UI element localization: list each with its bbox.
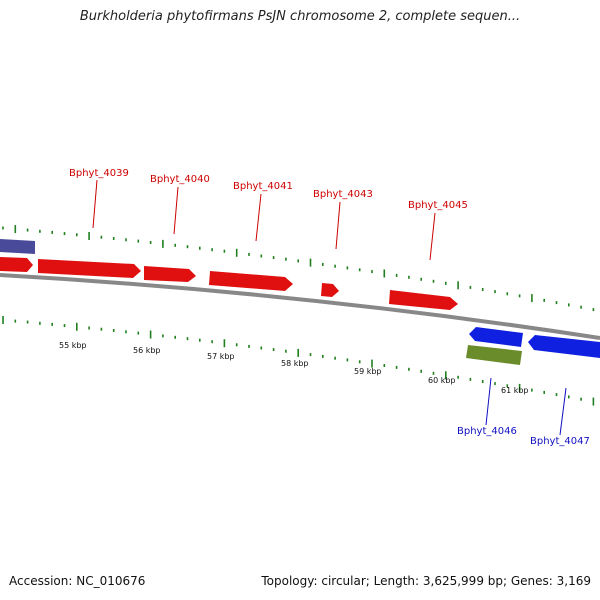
gene-label-bphyt-4045[interactable]: Bphyt_4045 — [408, 200, 468, 211]
label-leader-line — [173, 186, 179, 235]
map-footer: Accession: NC_010676 Topology: circular;… — [0, 574, 600, 592]
gene-label-bphyt-4039[interactable]: Bphyt_4039 — [69, 168, 129, 179]
ruler-label: 57 kbp — [207, 352, 235, 361]
ruler-label: 59 kbp — [354, 367, 382, 376]
map-title: Burkholderia phytofirmans PsJN chromosom… — [79, 9, 521, 24]
label-leader-line — [559, 387, 567, 436]
tick-track-upper — [2, 225, 595, 312]
label-leader-line — [429, 212, 436, 261]
accession-text: Accession: NC_010676 — [9, 574, 146, 588]
gene-arrow-upstream[interactable] — [0, 239, 35, 254]
gene-arrow-bphyt-4047[interactable] — [528, 335, 600, 358]
gene-label-bphyt-4043[interactable]: Bphyt_4043 — [313, 189, 373, 200]
label-leader-line — [255, 193, 262, 242]
gene-arrow-rna[interactable] — [466, 345, 522, 365]
ruler-label: 60 kbp — [428, 376, 456, 385]
gene-arrow-bphyt-4045[interactable] — [389, 290, 458, 310]
gene-arrow-bphyt-4041[interactable] — [209, 271, 293, 291]
label-leader-line — [485, 377, 492, 426]
gene-arrow-bphyt-4043[interactable] — [321, 283, 339, 297]
ruler-label: 58 kbp — [281, 359, 309, 368]
gene-arrow-bphyt-4039[interactable] — [38, 259, 141, 278]
gene-label-bphyt-4047[interactable]: Bphyt_4047 — [530, 436, 590, 447]
gene-arrow-bphyt-4040[interactable] — [144, 266, 196, 282]
gene-label-bphyt-4046[interactable]: Bphyt_4046 — [457, 426, 517, 437]
gene-arrow-forward[interactable] — [0, 257, 33, 272]
ruler-label: 61 kbp — [501, 386, 529, 395]
chromosome-backbone — [0, 273, 600, 340]
gene-arrow-bphyt-4046[interactable] — [469, 327, 523, 347]
ruler-label: 56 kbp — [133, 346, 161, 355]
ruler-label: 55 kbp — [59, 341, 87, 350]
label-leader-line — [92, 179, 98, 229]
gene-label-bphyt-4041[interactable]: Bphyt_4041 — [233, 181, 293, 192]
gene-label-bphyt-4040[interactable]: Bphyt_4040 — [150, 174, 210, 185]
genome-map[interactable]: 55 kbp 56 kbp 57 kbp 58 kbp 59 kbp 60 kb… — [0, 0, 600, 560]
label-leader-line — [335, 201, 341, 250]
topology-stats-text: Topology: circular; Length: 3,625,999 bp… — [261, 574, 591, 588]
tick-track-lower — [2, 316, 595, 406]
